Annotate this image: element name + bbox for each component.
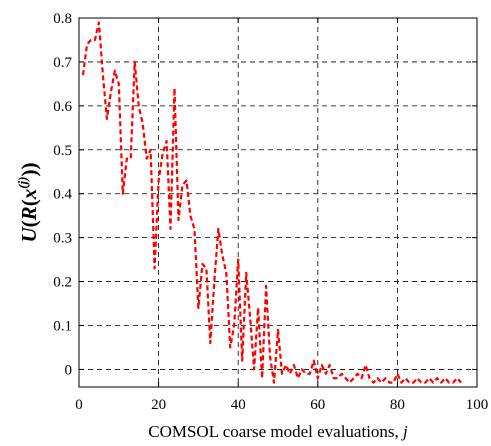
x-tick-label: 40 — [231, 397, 246, 413]
x-axis-title-variable: j — [401, 422, 408, 441]
y-tick-label: 0.4 — [53, 187, 72, 203]
y-axis-title-x: x — [17, 189, 41, 201]
x-tick-label: 60 — [310, 397, 325, 413]
x-axis-title-text: COMSOL coarse model evaluations, — [148, 422, 403, 441]
y-tick-label: 0.1 — [53, 319, 72, 335]
series-line — [81, 21, 462, 384]
y-axis-title-u: U — [17, 225, 41, 242]
x-tick-label: 20 — [151, 397, 166, 413]
axis-ticks: 0 20 40 60 80 100 0 0.1 0.2 0.3 0.4 0.5 0.6 0.7 0.8 — [53, 11, 488, 413]
y-tick-label: 0.3 — [53, 231, 72, 247]
y-axis-title-open-paren-2: ( — [17, 199, 41, 206]
y-tick-label: 0.5 — [53, 143, 72, 159]
y-tick-label: 0.7 — [53, 55, 72, 71]
axes-frame — [78, 17, 478, 388]
y-tick-label: 0.2 — [53, 275, 72, 291]
x-tick-label: 80 — [390, 397, 405, 413]
y-axis-title-superscript: (j) — [15, 177, 30, 189]
y-axis-title-close-parens: )) — [17, 163, 41, 177]
y-tick-label: 0.8 — [53, 11, 72, 27]
y-axis-title-open-paren: ( — [17, 220, 41, 227]
y-tick-label: 0 — [65, 362, 73, 378]
x-axis-title: COMSOL coarse model evaluations, j — [148, 422, 408, 441]
x-tick-label: 100 — [466, 397, 489, 413]
y-axis-title: U(R(x(j))) — [15, 163, 41, 243]
y-axis-title-r: R — [17, 206, 41, 221]
plot-area — [81, 21, 462, 384]
y-tick-label: 0.6 — [53, 99, 72, 115]
x-tick-label: 0 — [75, 397, 83, 413]
